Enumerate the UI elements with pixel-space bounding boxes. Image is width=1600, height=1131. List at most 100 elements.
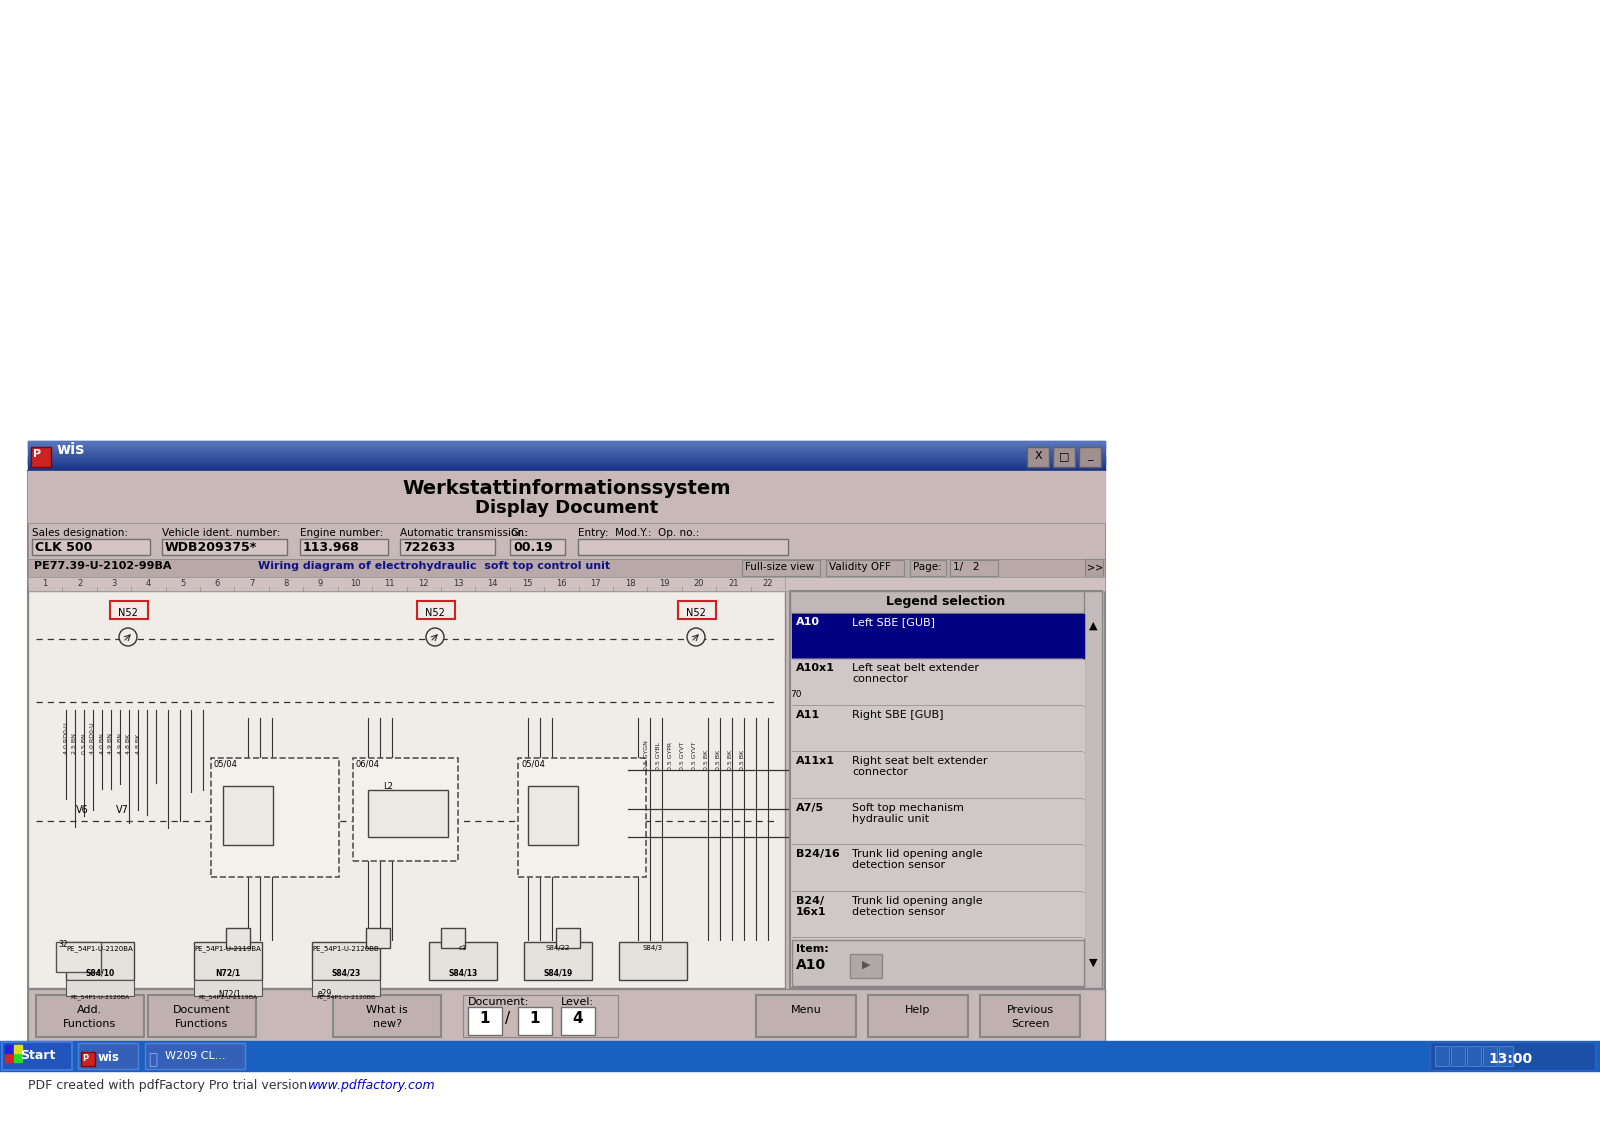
Text: Right seat belt extender: Right seat belt extender bbox=[851, 757, 987, 767]
Text: c1: c1 bbox=[459, 946, 467, 951]
Bar bbox=[29, 456, 1106, 457]
Text: S84/19: S84/19 bbox=[544, 968, 573, 977]
Text: 1/   2: 1/ 2 bbox=[954, 562, 979, 572]
Text: S84/13: S84/13 bbox=[448, 968, 478, 977]
Bar bbox=[29, 459, 1106, 460]
Bar bbox=[312, 981, 381, 996]
Text: new?: new? bbox=[373, 1019, 402, 1029]
Text: 4.8 BK: 4.8 BK bbox=[136, 734, 141, 753]
Text: Add.: Add. bbox=[77, 1005, 102, 1015]
Bar bbox=[222, 786, 274, 845]
Text: ▼: ▼ bbox=[1088, 958, 1098, 968]
Text: 00.19: 00.19 bbox=[514, 541, 552, 554]
Text: 05/04: 05/04 bbox=[214, 760, 238, 769]
Bar bbox=[578, 539, 787, 555]
Bar bbox=[525, 942, 592, 981]
Text: /: / bbox=[506, 1011, 510, 1026]
Text: 4.8 BK: 4.8 BK bbox=[126, 734, 131, 753]
Text: 10: 10 bbox=[350, 579, 360, 588]
Text: 17: 17 bbox=[590, 579, 602, 588]
Bar bbox=[29, 468, 1106, 470]
Text: 15: 15 bbox=[522, 579, 533, 588]
Bar bbox=[792, 892, 1085, 936]
Text: Document: Document bbox=[173, 1005, 230, 1015]
Text: Sales designation:: Sales designation: bbox=[32, 528, 128, 538]
Bar bbox=[1085, 592, 1102, 988]
Text: Trunk lid opening angle: Trunk lid opening angle bbox=[851, 849, 982, 860]
Bar bbox=[792, 753, 1085, 797]
Text: 0.5 BK: 0.5 BK bbox=[715, 750, 720, 770]
Bar bbox=[29, 457, 1106, 459]
Text: Entry:  Mod.Y.:  Op. no.:: Entry: Mod.Y.: Op. no.: bbox=[578, 528, 699, 538]
Circle shape bbox=[118, 628, 138, 646]
Text: 70: 70 bbox=[790, 690, 802, 699]
Bar bbox=[29, 464, 1106, 465]
Text: detection sensor: detection sensor bbox=[851, 861, 946, 870]
Bar bbox=[162, 539, 286, 555]
Bar bbox=[1027, 447, 1050, 467]
Bar bbox=[29, 458, 1106, 459]
Bar bbox=[1467, 1046, 1482, 1067]
Bar bbox=[30, 447, 51, 467]
Bar bbox=[757, 995, 856, 1037]
Text: 3: 3 bbox=[112, 579, 117, 588]
Text: PE77.39-U-2102-99BA: PE77.39-U-2102-99BA bbox=[34, 561, 171, 571]
Text: 21: 21 bbox=[728, 579, 739, 588]
Text: N52: N52 bbox=[118, 608, 138, 618]
Bar bbox=[29, 448, 1106, 449]
Bar bbox=[368, 789, 448, 837]
Text: 113.968: 113.968 bbox=[302, 541, 360, 554]
Text: Functions: Functions bbox=[64, 1019, 117, 1029]
Text: 16: 16 bbox=[557, 579, 566, 588]
Text: 2.5 BN: 2.5 BN bbox=[72, 733, 77, 753]
Bar bbox=[226, 929, 250, 948]
Text: N72/1: N72/1 bbox=[218, 988, 240, 998]
Text: L2: L2 bbox=[382, 782, 394, 791]
Bar bbox=[619, 942, 686, 981]
Bar bbox=[29, 523, 1106, 559]
Text: Engine number:: Engine number: bbox=[301, 528, 384, 538]
Bar bbox=[82, 1052, 94, 1067]
Text: Validity OFF: Validity OFF bbox=[829, 562, 891, 572]
Bar bbox=[792, 800, 1085, 844]
Text: 1: 1 bbox=[530, 1011, 541, 1026]
Bar bbox=[354, 758, 458, 861]
Text: Functions: Functions bbox=[176, 1019, 229, 1029]
Text: 0.5 GYGN: 0.5 GYGN bbox=[643, 740, 648, 770]
Text: A10: A10 bbox=[797, 958, 826, 972]
Bar bbox=[792, 846, 1085, 890]
Bar bbox=[29, 455, 1106, 456]
Bar bbox=[29, 469, 1106, 470]
Bar bbox=[333, 995, 442, 1037]
Bar bbox=[1053, 447, 1075, 467]
Bar bbox=[5, 1054, 13, 1062]
Text: 32: 32 bbox=[58, 940, 67, 949]
Bar bbox=[29, 470, 1106, 523]
Text: 12: 12 bbox=[419, 579, 429, 588]
Text: CLK 500: CLK 500 bbox=[35, 541, 93, 554]
Text: 0.5 GYVT: 0.5 GYVT bbox=[691, 741, 696, 770]
Text: Left SBE [GUB]: Left SBE [GUB] bbox=[851, 618, 934, 627]
Bar bbox=[366, 929, 390, 948]
Text: 13:00: 13:00 bbox=[1488, 1052, 1533, 1067]
Text: V7: V7 bbox=[115, 805, 130, 815]
Bar bbox=[29, 441, 1106, 443]
Text: V6: V6 bbox=[77, 805, 88, 815]
Text: wis: wis bbox=[98, 1051, 120, 1064]
Bar bbox=[528, 786, 578, 845]
Bar bbox=[29, 450, 1106, 451]
Bar bbox=[1078, 447, 1101, 467]
Text: PE_54P1-U-2120BB: PE_54P1-U-2120BB bbox=[317, 994, 376, 1000]
Text: N52: N52 bbox=[426, 608, 445, 618]
Text: Soft top mechanism: Soft top mechanism bbox=[851, 803, 963, 813]
Text: Vehicle ident. number:: Vehicle ident. number: bbox=[162, 528, 280, 538]
Bar bbox=[29, 465, 1106, 466]
Bar bbox=[14, 1045, 22, 1053]
Bar bbox=[1430, 1042, 1595, 1070]
Bar bbox=[1499, 1046, 1514, 1067]
Bar bbox=[867, 995, 968, 1037]
Text: _: _ bbox=[1086, 451, 1093, 461]
Bar bbox=[110, 601, 147, 619]
Bar bbox=[518, 1007, 552, 1035]
Text: Trunk lid opening angle: Trunk lid opening angle bbox=[851, 896, 982, 906]
